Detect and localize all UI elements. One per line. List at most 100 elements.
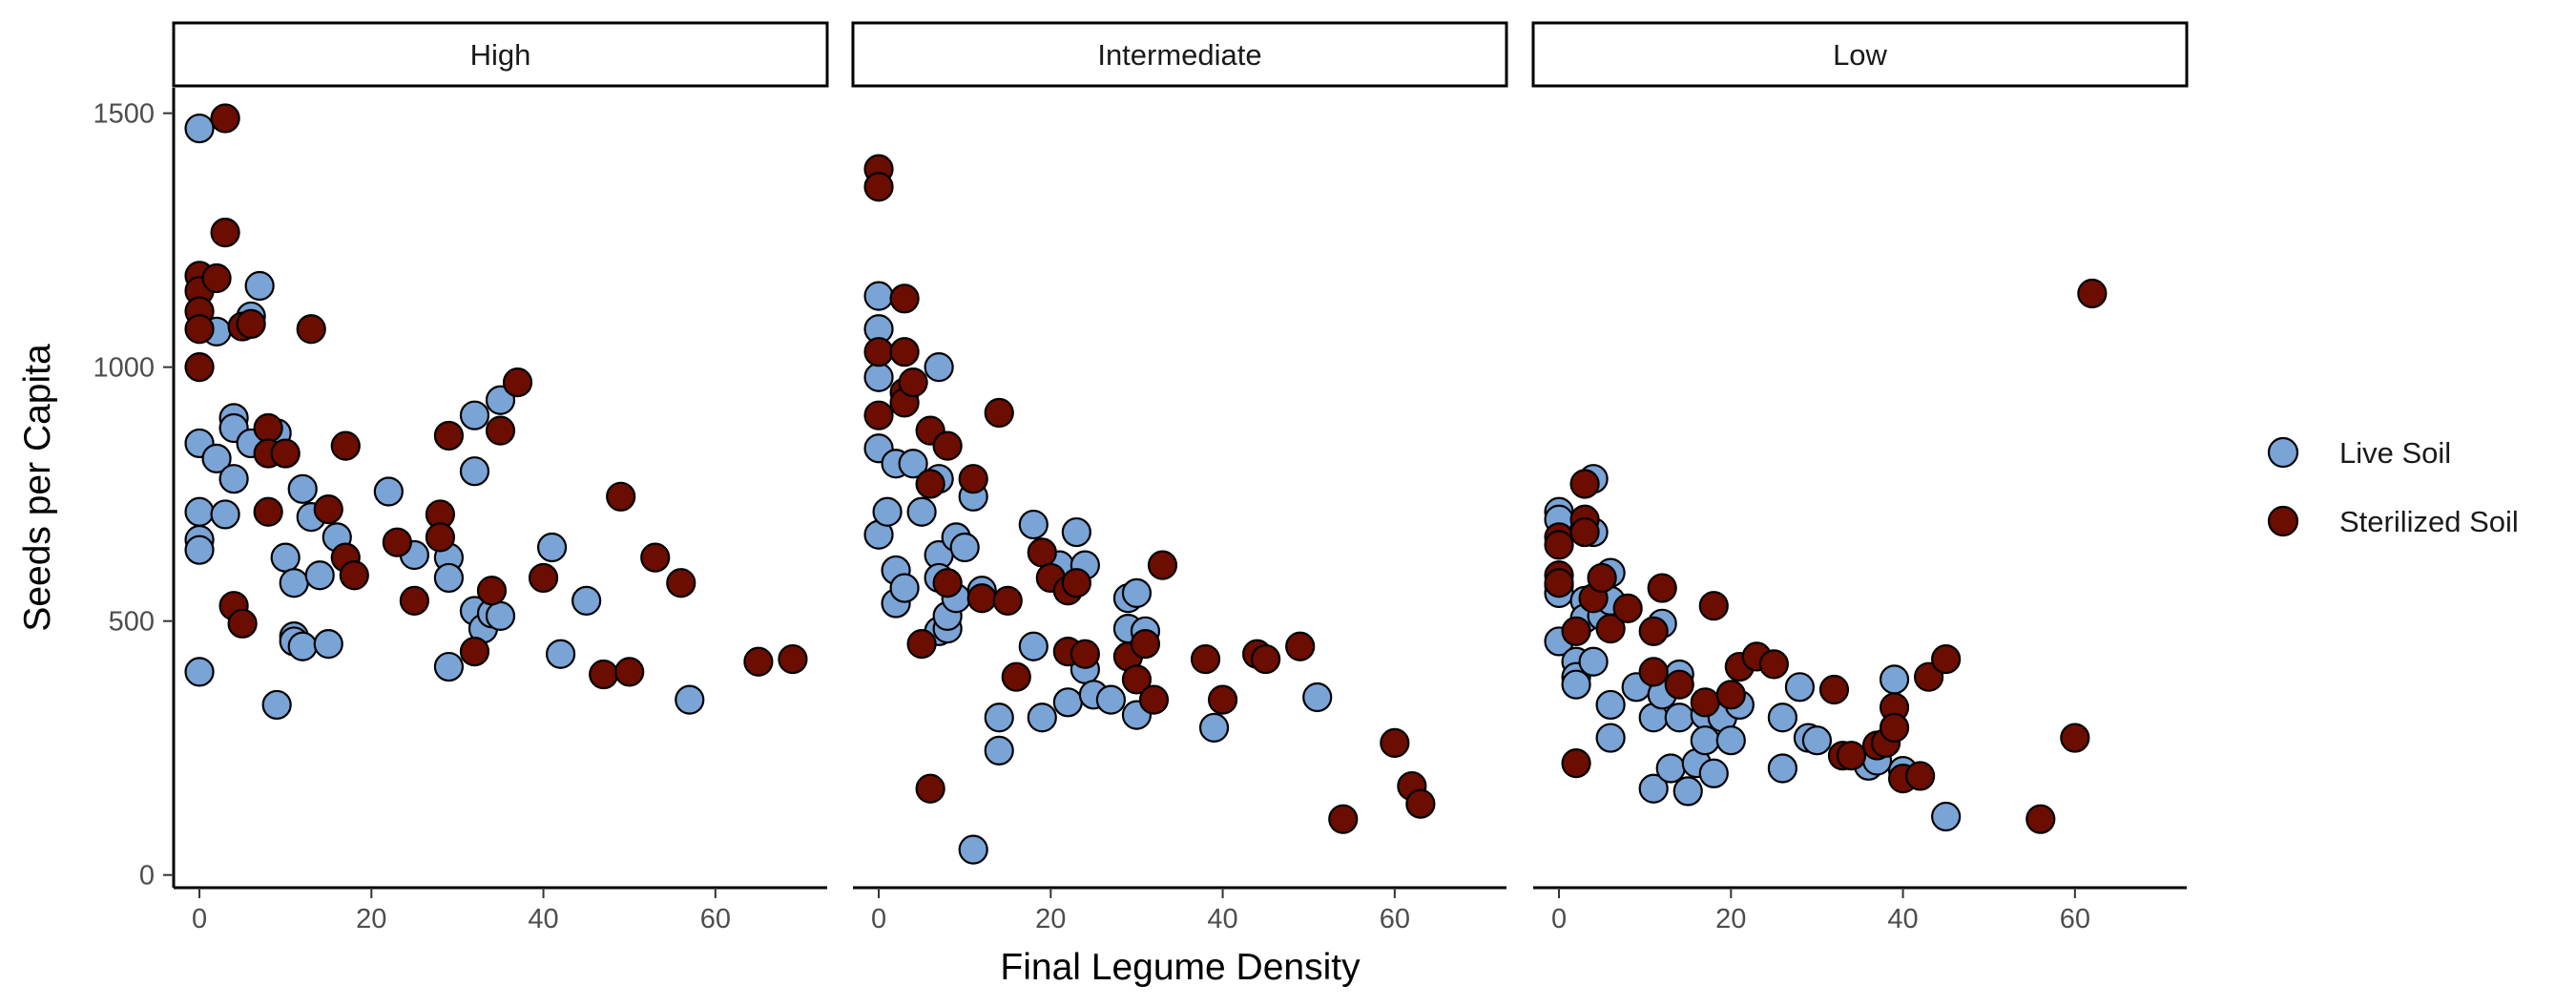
point-live-soil bbox=[1801, 725, 1833, 756]
point-live-soil bbox=[304, 560, 335, 591]
point-sterilized-soil bbox=[1818, 674, 1850, 705]
point-sterilized-soil bbox=[1380, 727, 1410, 758]
point-sterilized-soil bbox=[1715, 680, 1746, 710]
x-tick-label: 60 bbox=[2060, 904, 2090, 934]
point-sterilized-soil bbox=[1612, 593, 1643, 623]
point-live-soil bbox=[184, 496, 215, 527]
point-sterilized-soil bbox=[1561, 616, 1591, 646]
point-live-soil bbox=[1767, 753, 1797, 784]
point-live-soil bbox=[1715, 725, 1746, 756]
x-axis-title: Final Legume Density bbox=[1000, 947, 1361, 988]
point-sterilized-soil bbox=[1931, 643, 1962, 675]
point-sterilized-soil bbox=[1207, 684, 1238, 715]
point-sterilized-soil bbox=[778, 643, 808, 675]
point-sterilized-soil bbox=[1569, 516, 1600, 548]
point-sterilized-soil bbox=[210, 218, 240, 248]
y-tick-label: 0 bbox=[139, 861, 155, 892]
point-sterilized-soil bbox=[743, 646, 774, 677]
point-sterilized-soil bbox=[589, 659, 619, 690]
point-sterilized-soil bbox=[1328, 804, 1359, 834]
facet-label: Intermediate bbox=[1097, 38, 1261, 72]
point-sterilized-soil bbox=[296, 314, 326, 345]
point-sterilized-soil bbox=[184, 352, 215, 383]
point-sterilized-soil bbox=[339, 560, 369, 591]
point-live-soil bbox=[958, 834, 988, 865]
point-live-soil bbox=[1655, 753, 1686, 784]
point-live-soil bbox=[1121, 577, 1153, 609]
point-live-soil bbox=[218, 464, 249, 494]
point-live-soil bbox=[244, 270, 275, 302]
point-live-soil bbox=[485, 385, 516, 415]
point-live-soil bbox=[433, 651, 465, 682]
point-live-soil bbox=[210, 499, 240, 530]
point-live-soil bbox=[270, 542, 301, 573]
y-tick-label: 500 bbox=[109, 607, 155, 638]
point-live-soil bbox=[1767, 703, 1797, 733]
point-live-soil bbox=[924, 352, 954, 383]
x-tick-label: 0 bbox=[192, 904, 207, 934]
point-sterilized-soil bbox=[1027, 537, 1057, 568]
point-live-soil bbox=[313, 629, 343, 660]
legend-key bbox=[2267, 505, 2299, 537]
point-live-soil bbox=[1027, 703, 1057, 733]
point-live-soil bbox=[287, 473, 318, 504]
point-sterilized-soil bbox=[1647, 573, 1677, 603]
point-sterilized-soil bbox=[606, 481, 636, 512]
facet-strip bbox=[172, 21, 829, 88]
y-axis-title: Seeds per Capita bbox=[17, 344, 58, 632]
point-sterilized-soil bbox=[433, 420, 465, 451]
point-live-soil bbox=[1638, 773, 1669, 804]
point-live-soil bbox=[184, 113, 215, 144]
point-sterilized-soil bbox=[382, 527, 412, 557]
point-sterilized-soil bbox=[2060, 723, 2090, 753]
point-live-soil bbox=[1018, 509, 1049, 540]
point-sterilized-soil bbox=[253, 496, 283, 527]
point-sterilized-soil bbox=[1190, 643, 1221, 675]
point-live-soil bbox=[536, 532, 568, 563]
point-sterilized-soil bbox=[459, 636, 490, 667]
point-live-soil bbox=[1052, 687, 1083, 718]
y-tick-label: 1000 bbox=[93, 353, 155, 384]
point-sterilized-soil bbox=[992, 585, 1023, 616]
point-sterilized-soil bbox=[210, 103, 240, 134]
point-sterilized-soil bbox=[502, 367, 533, 398]
point-live-soil bbox=[1302, 682, 1333, 713]
point-sterilized-soil bbox=[1561, 748, 1591, 779]
point-sterilized-soil bbox=[201, 262, 232, 294]
point-sterilized-soil bbox=[1569, 469, 1600, 499]
point-sterilized-soil bbox=[227, 608, 258, 639]
x-tick-label: 40 bbox=[528, 904, 558, 934]
point-sterilized-soil bbox=[1879, 712, 1910, 744]
point-sterilized-soil bbox=[863, 337, 894, 367]
legend-label: Sterilized Soil bbox=[2339, 505, 2519, 538]
point-sterilized-soil bbox=[1698, 591, 1729, 621]
point-live-soil bbox=[261, 689, 292, 721]
point-sterilized-soil bbox=[2025, 804, 2056, 834]
point-live-soil bbox=[1698, 758, 1729, 788]
facet-label: High bbox=[470, 38, 531, 72]
point-sterilized-soil bbox=[425, 522, 456, 553]
x-tick-label: 60 bbox=[700, 904, 731, 934]
legend-label: Live Soil bbox=[2339, 436, 2451, 470]
point-live-soil bbox=[889, 573, 920, 603]
point-live-soil bbox=[1931, 801, 1962, 832]
x-tick-label: 40 bbox=[1887, 904, 1918, 934]
point-live-soil bbox=[1578, 646, 1609, 677]
facet-strip bbox=[1531, 21, 2189, 88]
point-sterilized-soil bbox=[958, 464, 988, 494]
point-sterilized-soil bbox=[666, 568, 696, 598]
point-live-soil bbox=[863, 362, 894, 392]
point-sterilized-soil bbox=[528, 562, 559, 594]
point-sterilized-soil bbox=[863, 172, 894, 202]
point-sterilized-soil bbox=[1544, 530, 1574, 560]
point-live-soil bbox=[1018, 631, 1049, 661]
point-sterilized-soil bbox=[898, 367, 928, 398]
point-live-soil bbox=[1595, 689, 1626, 721]
x-tick-label: 20 bbox=[1035, 904, 1066, 934]
point-live-soil bbox=[906, 496, 937, 527]
x-tick-label: 60 bbox=[1380, 904, 1410, 934]
x-tick-label: 0 bbox=[871, 904, 886, 934]
point-sterilized-soil bbox=[932, 568, 963, 598]
point-sterilized-soil bbox=[1904, 761, 1936, 791]
point-sterilized-soil bbox=[1138, 684, 1170, 715]
